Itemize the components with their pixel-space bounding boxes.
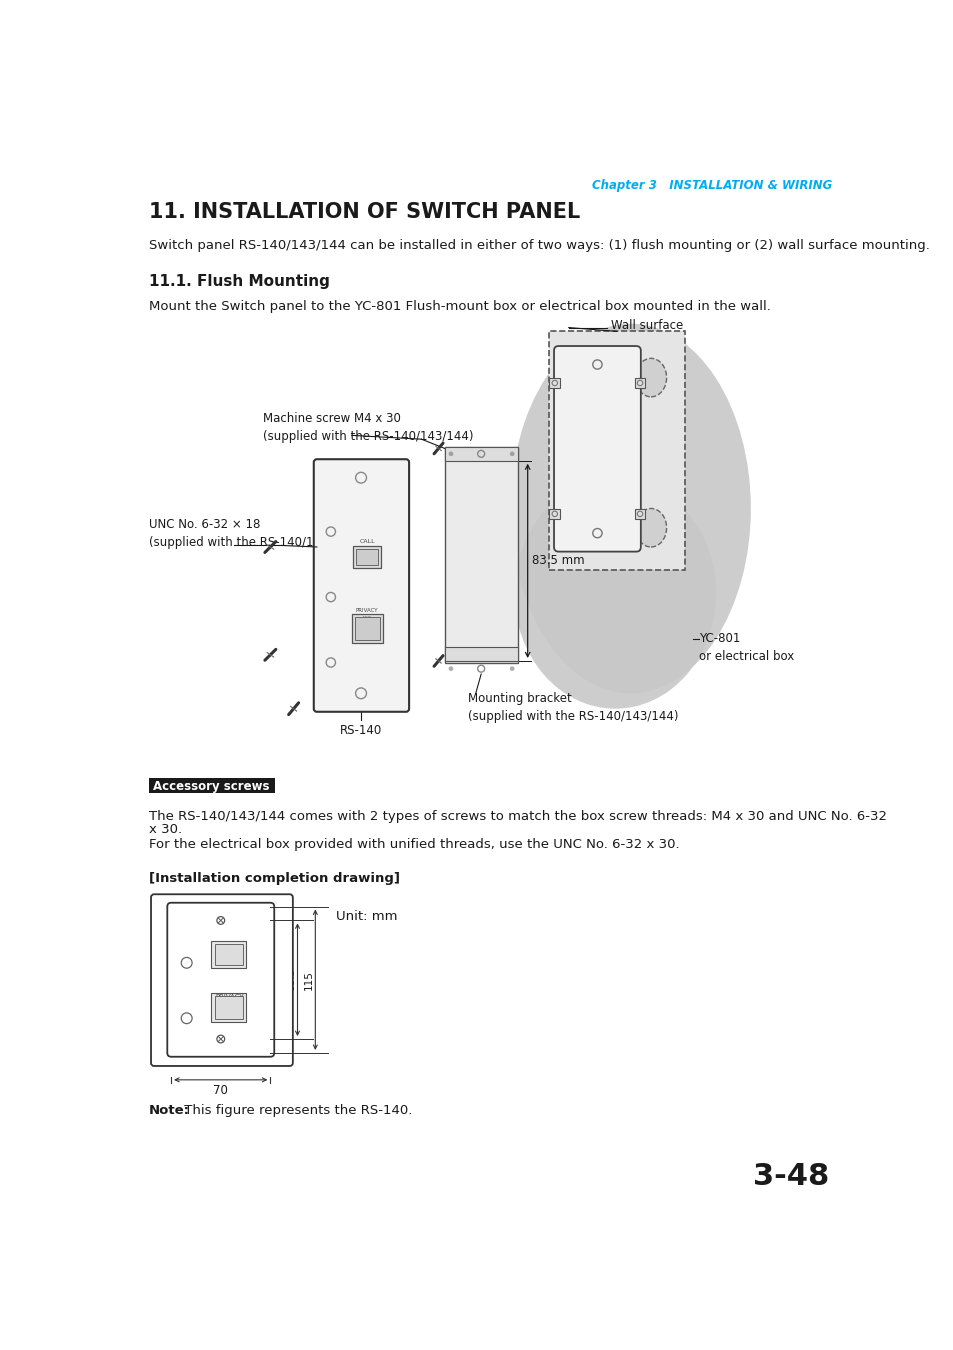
Text: Chapter 3   INSTALLATION & WIRING: Chapter 3 INSTALLATION & WIRING — [592, 178, 831, 192]
Text: 70: 70 — [213, 1084, 228, 1098]
Bar — [355, 617, 379, 640]
Bar — [634, 378, 645, 389]
Text: Unit: mm: Unit: mm — [335, 910, 397, 923]
Bar — [212, 941, 246, 968]
Text: This figure represents the RS-140.: This figure represents the RS-140. — [179, 1104, 412, 1118]
Circle shape — [448, 451, 453, 456]
FancyBboxPatch shape — [151, 894, 293, 1066]
Text: Accessory screws: Accessory screws — [153, 780, 270, 792]
Text: PRIVACY: PRIVACY — [355, 609, 378, 613]
Text: ACC: ACC — [362, 616, 372, 621]
Bar — [444, 447, 517, 460]
Ellipse shape — [635, 358, 666, 397]
Text: Machine screw M4 x 30
(supplied with the RS-140/143/144): Machine screw M4 x 30 (supplied with the… — [262, 412, 473, 443]
Bar — [212, 992, 246, 1022]
Circle shape — [509, 451, 514, 456]
Text: CALL: CALL — [220, 944, 237, 949]
Text: Mounting bracket
(supplied with the RS-140/143/144): Mounting bracket (supplied with the RS-1… — [468, 691, 678, 722]
Text: Switch panel RS-140/143/144 can be installed in either of two ways: (1) flush mo: Switch panel RS-140/143/144 can be insta… — [149, 239, 928, 252]
Text: YC-801
or electrical box: YC-801 or electrical box — [699, 632, 793, 663]
Text: [Installation completion drawing]: [Installation completion drawing] — [149, 872, 399, 884]
FancyBboxPatch shape — [167, 903, 274, 1057]
Text: 68.5: 68.5 — [286, 968, 295, 991]
Bar — [634, 509, 645, 520]
Circle shape — [448, 667, 453, 671]
Ellipse shape — [635, 509, 666, 547]
Bar — [149, 778, 274, 794]
Text: 11.1. Flush Mounting: 11.1. Flush Mounting — [149, 274, 329, 289]
Text: 83.5 mm: 83.5 mm — [532, 555, 584, 567]
Circle shape — [509, 667, 514, 671]
Bar — [353, 547, 381, 568]
FancyBboxPatch shape — [314, 459, 409, 711]
Text: CALL: CALL — [359, 539, 375, 544]
Text: RS-140: RS-140 — [339, 724, 382, 737]
Text: 11. INSTALLATION OF SWITCH PANEL: 11. INSTALLATION OF SWITCH PANEL — [149, 202, 579, 221]
Text: Wall surface: Wall surface — [611, 319, 683, 332]
Ellipse shape — [514, 478, 716, 709]
Bar — [549, 378, 559, 389]
Bar — [352, 614, 382, 643]
Text: For the electrical box provided with unified threads, use the UNC No. 6-32 x 30.: For the electrical box provided with uni… — [149, 838, 679, 850]
Bar — [444, 647, 517, 662]
Ellipse shape — [510, 324, 750, 694]
Bar — [214, 996, 243, 1019]
Text: PRIVACY: PRIVACY — [214, 995, 243, 1000]
FancyBboxPatch shape — [554, 346, 640, 552]
Text: UNC No. 6-32 × 18
(supplied with the RS-140/143/144): UNC No. 6-32 × 18 (supplied with the RS-… — [149, 518, 359, 549]
Bar — [444, 447, 517, 663]
Bar — [549, 331, 684, 570]
Bar — [356, 549, 377, 564]
Text: 3-48: 3-48 — [752, 1162, 828, 1191]
Bar — [214, 944, 243, 965]
Text: x 30.: x 30. — [149, 822, 182, 836]
Text: 115: 115 — [303, 969, 314, 990]
Text: The RS-140/143/144 comes with 2 types of screws to match the box screw threads: : The RS-140/143/144 comes with 2 types of… — [149, 810, 885, 824]
Bar — [549, 509, 559, 520]
Text: Mount the Switch panel to the YC-801 Flush-mount box or electrical box mounted i: Mount the Switch panel to the YC-801 Flu… — [149, 300, 770, 313]
Text: Note:: Note: — [149, 1104, 190, 1118]
